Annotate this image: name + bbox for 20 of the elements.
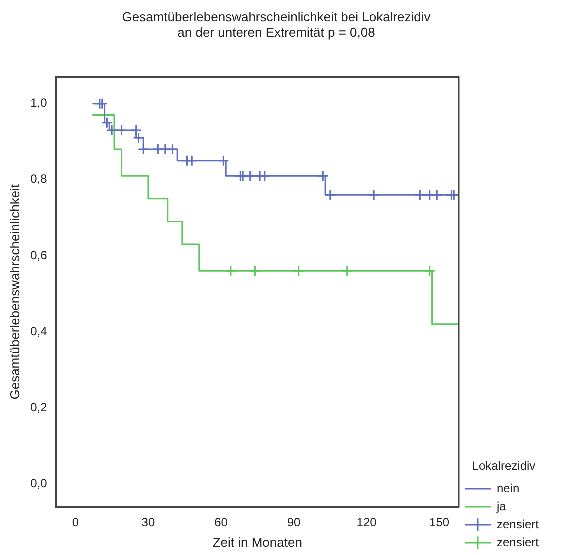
legend-label: zensiert [496, 517, 540, 532]
y-tick-label: 0,8 [30, 172, 48, 186]
y-tick-label: 0,6 [30, 248, 48, 262]
legend-label: zensiert [496, 535, 540, 550]
x-tick-label: 150 [430, 516, 450, 530]
y-tick-label: 0,0 [30, 476, 48, 490]
y-axis-title: Gesamtüberlebenswahrscheinlichkeit [7, 184, 22, 400]
x-tick-label: 30 [142, 516, 156, 530]
legend-label: ja [496, 499, 507, 514]
chart-title: Gesamtüberlebenswahrscheinlichkeit bei Lokalrezidiv an der unteren Extremität p = 0,08 [122, 9, 432, 40]
legend-title: Lokalrezidiv [472, 458, 536, 473]
x-tick-label: 0 [72, 516, 80, 530]
x-axis-title: Zeit in Monaten [212, 534, 302, 550]
y-tick-label: 0,2 [30, 400, 48, 414]
legend-label: nein [496, 481, 520, 496]
y-tick-label: 1,0 [30, 96, 48, 110]
x-tick-label: 120 [356, 516, 378, 530]
y-tick-label: 0,4 [30, 324, 48, 338]
x-tick-label: 90 [287, 516, 302, 530]
x-tick-label: 60 [214, 516, 228, 530]
